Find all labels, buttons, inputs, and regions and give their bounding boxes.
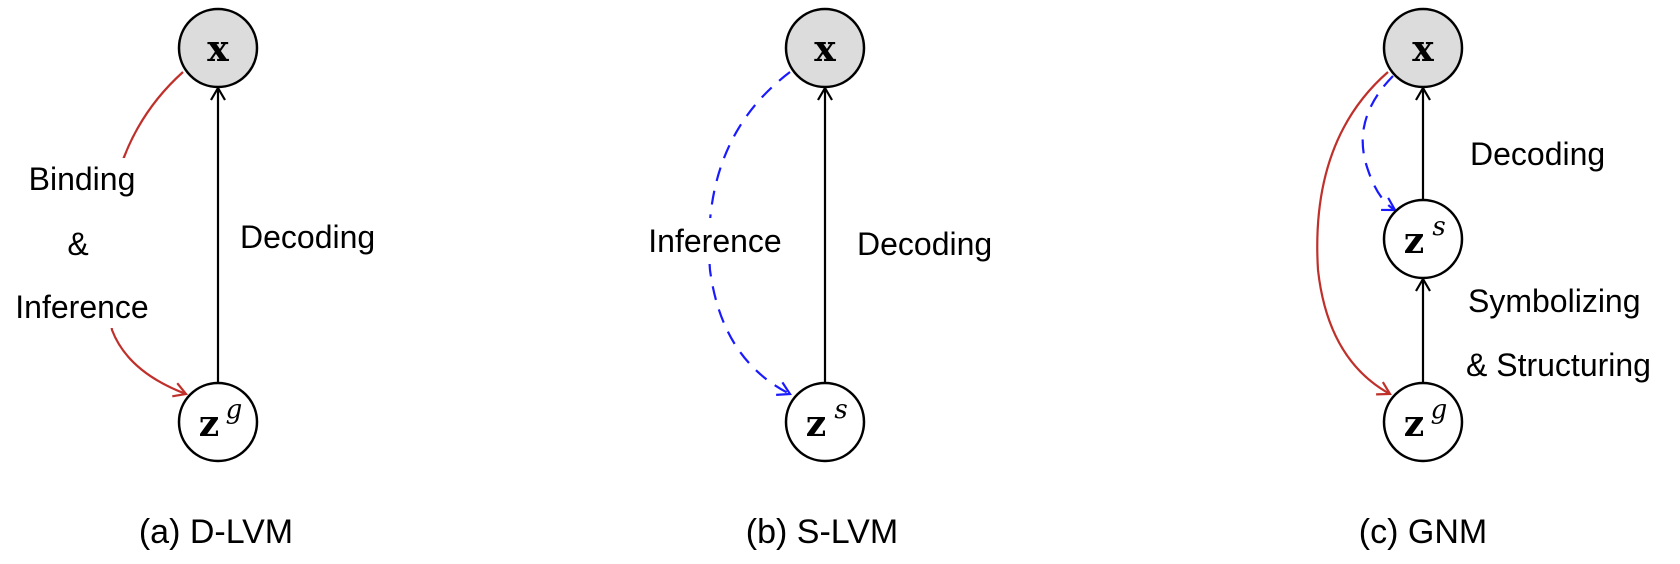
binding-inference-arrow: [1316, 71, 1392, 396]
inference-arrow: [707, 71, 792, 396]
binding-label-line-2: &: [67, 226, 88, 262]
decoding-label: Decoding: [1470, 136, 1605, 172]
binding-label-line-3: Inference: [15, 289, 148, 325]
panel-gnm: x z s z g Decoding Symbolizing & Structu…: [1316, 7, 1651, 551]
inference-label: Inference: [648, 223, 781, 259]
node-z-label: z: [1404, 220, 1424, 262]
panel-s-lvm: x z s Decoding Inference (b) S-LVM: [640, 7, 992, 551]
node-x-label: x: [1412, 28, 1434, 70]
symbolizing-label-line-1: Symbolizing: [1468, 283, 1641, 319]
panel-caption: (c) GNM: [1359, 513, 1487, 551]
latent-node-zs: [784, 381, 866, 463]
node-z-label: z: [806, 403, 826, 445]
observed-node-x: [177, 7, 259, 89]
symbolizing-label-line-2: & Structuring: [1466, 347, 1651, 383]
node-x-label: x: [814, 28, 836, 70]
node-x-label: x: [207, 28, 229, 70]
decoding-label: Decoding: [857, 226, 992, 262]
latent-node-zg: [177, 381, 259, 463]
panel-caption: (a) D-LVM: [139, 513, 293, 551]
node-z-superscript: g: [226, 395, 243, 425]
node-z-superscript: s: [1432, 212, 1445, 242]
observed-node-x: [1382, 7, 1464, 89]
panel-d-lvm: x z g Decoding Binding & Inference (a) D…: [10, 7, 375, 551]
label-backdrop: [10, 158, 165, 328]
binding-label-line-1: Binding: [29, 161, 136, 197]
node-z-superscript: s: [834, 395, 847, 425]
node-z-label: z: [1404, 403, 1424, 445]
panel-caption: (b) S-LVM: [746, 513, 898, 551]
node-z-label: z: [199, 403, 219, 445]
observed-node-x: [784, 7, 866, 89]
latent-node-zg: [1382, 381, 1464, 463]
latent-node-zs: [1382, 198, 1464, 280]
decoding-label: Decoding: [240, 219, 375, 255]
inference-arrow: [1361, 75, 1397, 212]
node-z-superscript: g: [1431, 395, 1448, 425]
label-backdrop: [640, 218, 792, 264]
